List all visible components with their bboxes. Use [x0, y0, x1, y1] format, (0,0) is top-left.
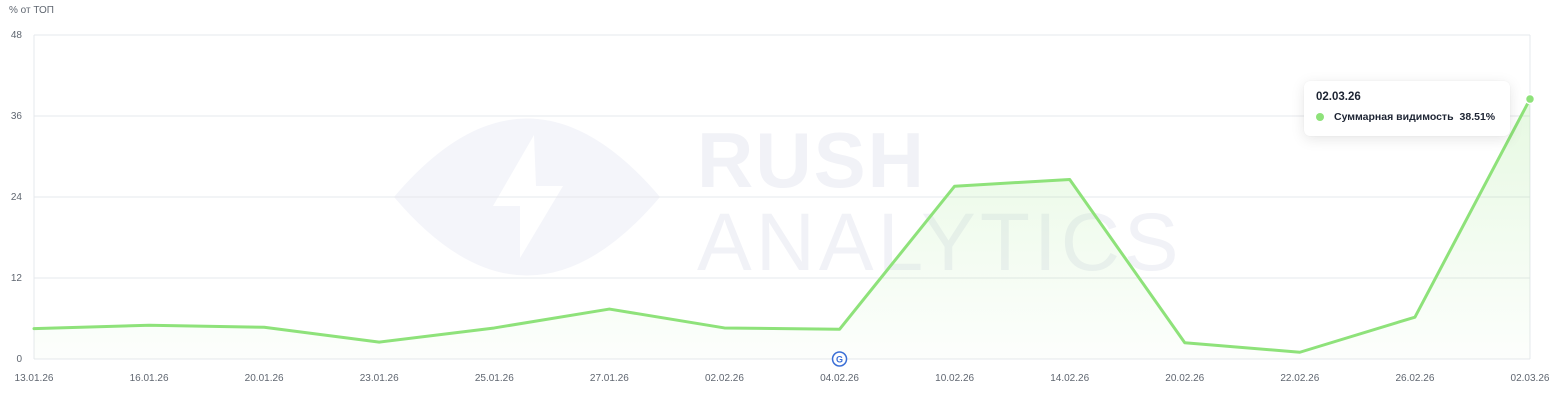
- x-tick-label: 02.03.26: [1511, 373, 1550, 384]
- x-tick-label: 20.02.26: [1165, 373, 1204, 384]
- series-line: [32, 97, 1532, 354]
- y-axis-unit-label: % от ТОП: [9, 5, 54, 16]
- y-tick-label: 0: [16, 354, 22, 365]
- x-tick-label: 27.01.26: [590, 373, 629, 384]
- y-tick-label: 48: [11, 30, 23, 41]
- x-tick-label: 14.02.26: [1050, 373, 1089, 384]
- tooltip-series-name: Суммарная видимость: [1334, 111, 1454, 123]
- chart-tooltip: 02.03.26 Суммарная видимость 38.51%: [1304, 81, 1510, 136]
- watermark-line1: RUSH: [697, 116, 926, 204]
- x-tick-label: 10.02.26: [935, 373, 974, 384]
- x-tick-label: 23.01.26: [360, 373, 399, 384]
- marker-ring: [831, 351, 848, 367]
- x-tick-label: 26.02.26: [1395, 373, 1434, 384]
- series-color-dot: [1316, 113, 1324, 121]
- tooltip-date: 02.03.26: [1316, 91, 1361, 103]
- tooltip-series-row: Суммарная видимость 38.51%: [1316, 111, 1498, 123]
- x-tick-label: 20.01.26: [245, 373, 284, 384]
- y-tick-label: 12: [11, 273, 23, 284]
- google-update-marker: G: [831, 351, 848, 367]
- series-area-fill: [34, 99, 1530, 360]
- google-icon: G: [836, 355, 843, 365]
- x-tick-label: 16.01.26: [130, 373, 169, 384]
- x-tick-label: 04.02.26: [820, 373, 859, 384]
- x-tick-label: 02.02.26: [705, 373, 744, 384]
- highlighted-data-point: [1524, 93, 1536, 105]
- x-tick-label: 13.01.26: [15, 373, 54, 384]
- y-tick-label: 24: [11, 192, 23, 203]
- x-tick-label: 22.02.26: [1280, 373, 1319, 384]
- y-tick-label: 36: [11, 111, 23, 122]
- x-tick-label: 25.01.26: [475, 373, 514, 384]
- tooltip-series-value: 38.51%: [1459, 111, 1496, 123]
